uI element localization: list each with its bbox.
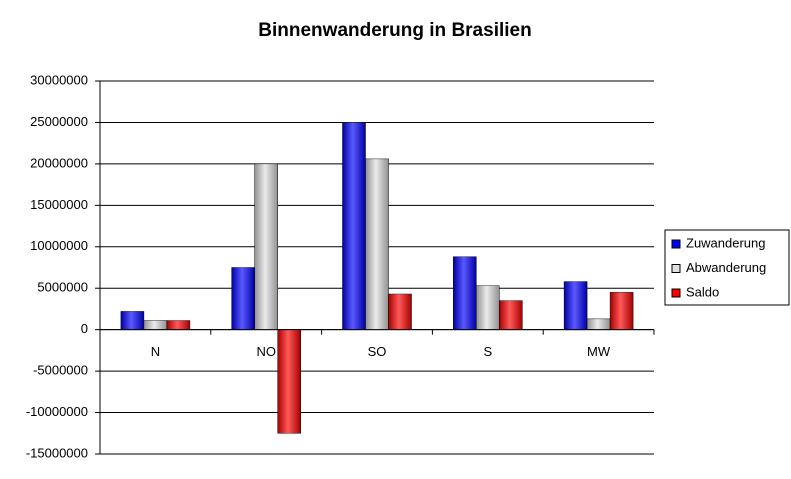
bar-shade bbox=[476, 285, 500, 330]
chart-title: Binnenwanderung in Brasilien bbox=[258, 20, 531, 41]
legend-swatch bbox=[671, 239, 681, 249]
bar-shade bbox=[166, 320, 190, 330]
y-tick-label: -10000000 bbox=[26, 404, 88, 419]
legend-label: Zuwanderung bbox=[686, 235, 766, 250]
y-tick-label: 25000000 bbox=[30, 114, 88, 129]
y-tick-label: 10000000 bbox=[30, 238, 88, 253]
bar-shade bbox=[254, 163, 278, 330]
bar-shade bbox=[453, 256, 477, 330]
y-tick-label: 20000000 bbox=[30, 155, 88, 170]
bar-shade bbox=[277, 329, 301, 434]
y-tick-label: 5000000 bbox=[37, 280, 88, 295]
x-tick-label: NO bbox=[256, 344, 276, 359]
legend-label: Abwanderung bbox=[686, 260, 766, 275]
x-tick-label: MW bbox=[587, 344, 611, 359]
bar-shade bbox=[365, 158, 389, 330]
legend-label: Saldo bbox=[686, 284, 719, 299]
y-tick-label: 0 bbox=[81, 321, 88, 336]
bar-shade bbox=[342, 122, 366, 330]
y-tick-label: -15000000 bbox=[26, 445, 88, 460]
bar-shade bbox=[120, 311, 144, 330]
x-tick-label: N bbox=[151, 344, 160, 359]
legend-swatch bbox=[671, 288, 681, 298]
bar-shade bbox=[388, 294, 412, 330]
x-tick-label: S bbox=[483, 344, 492, 359]
legend-swatch bbox=[671, 264, 681, 273]
bar-shade bbox=[587, 318, 611, 330]
legend bbox=[664, 229, 790, 306]
bar-shade bbox=[610, 292, 634, 330]
y-tick-label: 15000000 bbox=[30, 197, 88, 212]
bar-shade bbox=[231, 267, 255, 330]
x-tick-label: SO bbox=[368, 344, 387, 359]
y-tick-label: -5000000 bbox=[33, 363, 88, 378]
y-tick-label: 30000000 bbox=[30, 72, 88, 87]
bar-shade bbox=[499, 300, 523, 330]
bar-shade bbox=[143, 320, 167, 330]
bar-shade bbox=[564, 281, 588, 330]
